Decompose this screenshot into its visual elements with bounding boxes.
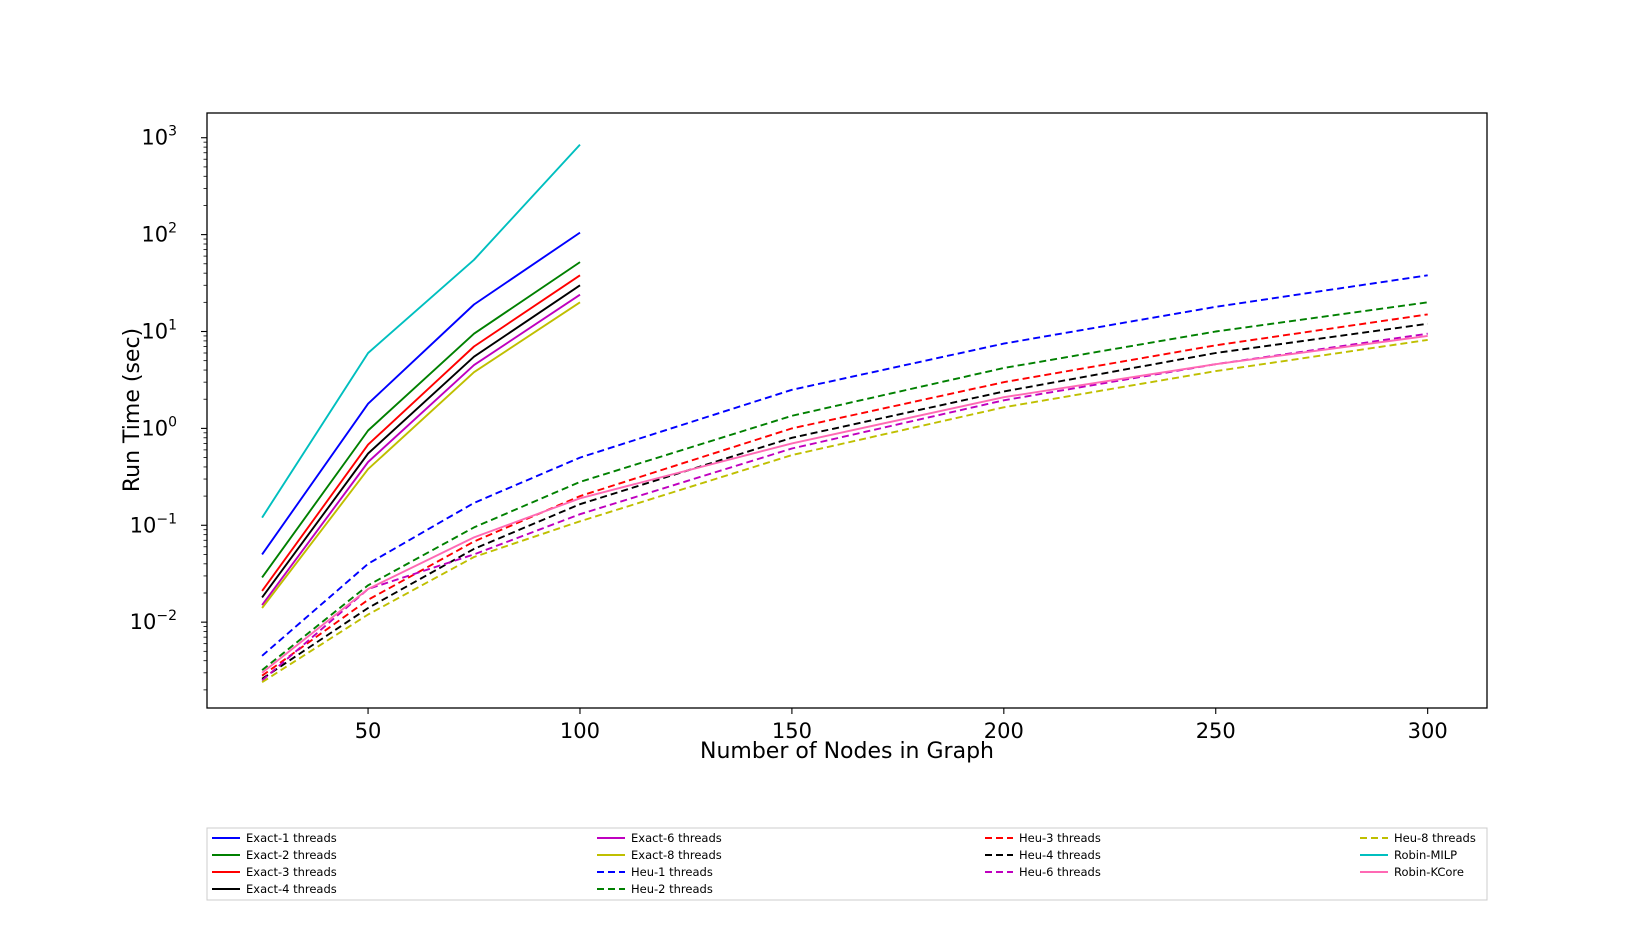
y-tick-label: 101	[141, 318, 177, 344]
x-tick-label: 200	[984, 719, 1024, 743]
plot-area-frame	[206, 112, 1488, 709]
series-layer	[261, 143, 1428, 684]
legend-entry-label: Exact-6 threads	[631, 831, 722, 845]
y-tick-label: 10−2	[130, 608, 177, 634]
legend-entry-label: Heu-2 threads	[631, 882, 713, 896]
legend-entry-label: Exact-3 threads	[246, 865, 337, 879]
legend-entry-label: Exact-1 threads	[246, 831, 337, 845]
series-line-heu-2-threads	[261, 301, 1428, 671]
x-tick-label: 100	[560, 719, 600, 743]
y-tick-label: 102	[141, 221, 177, 247]
series-line-exact-2-threads	[261, 261, 581, 578]
x-axis: 50 100 150 200 250 300	[355, 708, 1448, 743]
legend-entry-label: Heu-8 threads	[1394, 831, 1476, 845]
legend-frame	[206, 827, 1488, 901]
legend-entry-label: Heu-6 threads	[1019, 865, 1101, 879]
legend-entry-label: Robin-MILP	[1394, 848, 1457, 862]
legend: Exact-1 threads Exact-2 threads Exact-3 th…	[206, 827, 1488, 901]
y-tick-label: 100	[141, 414, 177, 440]
series-line-robin-milp	[261, 143, 581, 519]
series-line-exact-3-threads	[261, 274, 581, 592]
series-line-exact-1-threads	[261, 231, 581, 555]
legend-entry-label: Exact-4 threads	[246, 882, 337, 896]
x-axis-label: Number of Nodes in Graph	[700, 739, 994, 764]
x-tick-label: 300	[1408, 719, 1448, 743]
series-line-heu-4-threads	[261, 322, 1428, 680]
y-tick-label: 10−1	[130, 511, 177, 537]
legend-entry-label: Heu-4 threads	[1019, 848, 1101, 862]
series-line-heu-1-threads	[261, 274, 1428, 657]
x-tick-label: 250	[1196, 719, 1236, 743]
legend-entry-label: Exact-8 threads	[631, 848, 722, 862]
legend-entry-label: Heu-3 threads	[1019, 831, 1101, 845]
series-line-exact-6-threads	[261, 293, 581, 606]
series-line-exact-8-threads	[261, 301, 581, 609]
y-axis-label: Run Time (sec)	[120, 328, 145, 492]
x-tick-label: 150	[772, 719, 812, 743]
series-line-heu-6-threads	[261, 332, 1428, 682]
series-line-robin-kcore	[261, 334, 1428, 674]
y-tick-label: 103	[141, 124, 177, 150]
legend-entry-label: Exact-2 threads	[246, 848, 337, 862]
series-line-heu-8-threads	[261, 338, 1428, 684]
series-line-exact-4-threads	[261, 284, 581, 598]
legend-entry-label: Robin-KCore	[1394, 865, 1464, 879]
series-line-heu-3-threads	[261, 313, 1428, 677]
x-tick-label: 50	[355, 719, 382, 743]
legend-entry-label: Heu-1 threads	[631, 865, 713, 879]
